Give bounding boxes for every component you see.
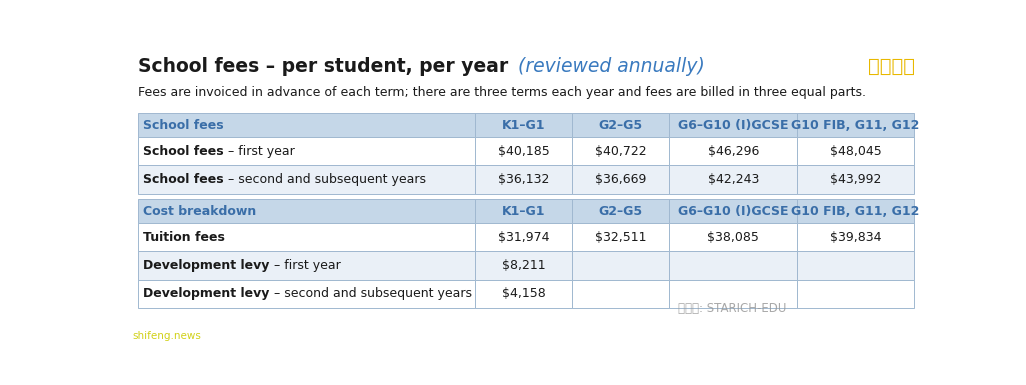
Text: $8,211: $8,211 [502, 259, 546, 272]
Text: $38,085: $38,085 [708, 231, 759, 244]
Bar [669, 166, 797, 194]
Text: – first year: – first year [224, 145, 294, 158]
Bar [669, 280, 797, 308]
Text: Development levy: Development levy [144, 259, 270, 272]
Text: Development levy: Development levy [144, 287, 270, 300]
Bar [475, 223, 573, 251]
Text: School fees: School fees [144, 145, 224, 158]
Text: $36,132: $36,132 [499, 173, 550, 186]
Text: School fees – per student, per year: School fees – per student, per year [137, 57, 508, 75]
Text: – first year: – first year [270, 259, 341, 272]
Text: $4,158: $4,158 [502, 287, 546, 300]
Text: shifeng.news: shifeng.news [132, 331, 201, 341]
Bar [573, 223, 669, 251]
Bar [137, 223, 475, 251]
Text: G6–G10 (I)GCSE: G6–G10 (I)GCSE [678, 204, 789, 218]
Bar [573, 251, 669, 280]
Bar [669, 113, 797, 137]
Bar [573, 113, 669, 137]
Bar [475, 166, 573, 194]
Text: $39,834: $39,834 [830, 231, 881, 244]
Bar [475, 251, 573, 280]
Bar [573, 166, 669, 194]
Text: $40,722: $40,722 [595, 145, 646, 158]
Bar [797, 166, 914, 194]
Text: $42,243: $42,243 [708, 173, 759, 186]
Text: K1–G1: K1–G1 [502, 204, 546, 218]
Text: G2–G5: G2–G5 [599, 119, 643, 132]
Bar [797, 199, 914, 223]
Bar [137, 113, 475, 137]
Bar [573, 137, 669, 166]
Bar [475, 113, 573, 137]
Bar [669, 223, 797, 251]
Text: G6–G10 (I)GCSE: G6–G10 (I)GCSE [678, 119, 789, 132]
Bar [669, 137, 797, 166]
Text: – second and subsequent years: – second and subsequent years [224, 173, 426, 186]
Bar [797, 113, 914, 137]
Bar [475, 137, 573, 166]
Bar [797, 223, 914, 251]
Text: 狮城新闻: 狮城新闻 [868, 57, 915, 75]
Bar [475, 280, 573, 308]
Bar [137, 199, 475, 223]
Text: Fees are invoiced in advance of each term; there are three terms each year and f: Fees are invoiced in advance of each ter… [137, 86, 866, 99]
Bar [137, 280, 475, 308]
Text: School fees: School fees [144, 119, 224, 132]
Bar [137, 166, 475, 194]
Bar [573, 199, 669, 223]
Bar [797, 280, 914, 308]
Text: G10 FIB, G11, G12: G10 FIB, G11, G12 [791, 204, 920, 218]
Text: $31,974: $31,974 [499, 231, 550, 244]
Text: $48,045: $48,045 [830, 145, 881, 158]
Text: Cost breakdown: Cost breakdown [144, 204, 256, 218]
Text: $32,511: $32,511 [595, 231, 646, 244]
Text: $46,296: $46,296 [708, 145, 759, 158]
Text: $43,992: $43,992 [830, 173, 881, 186]
Bar [475, 199, 573, 223]
Text: 微信号: STARICH-EDU: 微信号: STARICH-EDU [678, 302, 787, 315]
Text: G10 FIB, G11, G12: G10 FIB, G11, G12 [791, 119, 920, 132]
Bar [137, 137, 475, 166]
Text: K1–G1: K1–G1 [502, 119, 546, 132]
Bar [797, 137, 914, 166]
Bar [669, 251, 797, 280]
Text: School fees: School fees [144, 173, 224, 186]
Bar [137, 251, 475, 280]
Text: $36,669: $36,669 [595, 173, 646, 186]
Text: (reviewed annually): (reviewed annually) [512, 57, 705, 75]
Text: G2–G5: G2–G5 [599, 204, 643, 218]
Text: Tuition fees: Tuition fees [144, 231, 226, 244]
Bar [669, 199, 797, 223]
Text: – second and subsequent years: – second and subsequent years [270, 287, 472, 300]
Bar [797, 251, 914, 280]
Bar [573, 280, 669, 308]
Text: $40,185: $40,185 [498, 145, 550, 158]
